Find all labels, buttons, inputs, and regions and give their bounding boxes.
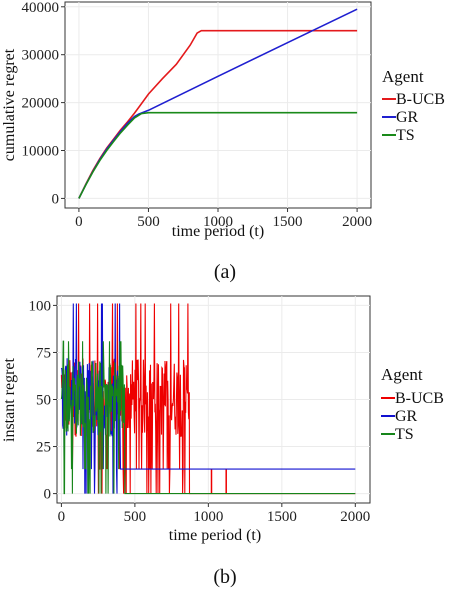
chart-b-y-tick-label: 25	[36, 440, 51, 456]
chart-b-x-tick-label: 2000	[340, 509, 370, 525]
chart-b-y-tick-label: 50	[36, 393, 51, 409]
chart-a-legend-label-b-ucb: B-UCB	[396, 91, 445, 108]
chart-b-caption: (b)	[213, 566, 236, 588]
chart-b-y-tick-label: 0	[44, 487, 52, 503]
chart-b-x-tick-label: 500	[124, 509, 147, 525]
chart-b-legend-label-b-ucb: B-UCB	[395, 390, 444, 407]
chart-b-series-line-ts	[60, 340, 356, 495]
chart-b-series-line-gr	[60, 303, 356, 494]
chart-a-legend-label-ts: TS	[396, 127, 415, 144]
chart-b-x-axis-label: time period (t)	[169, 527, 261, 544]
chart-a-y-tick-label: 30000	[22, 48, 60, 64]
chart-b-ticks: 0 500 1000 1500 2000 0 25 50 75 100	[29, 298, 371, 525]
chart-a-x-tick-label: 0	[75, 214, 83, 230]
chart-a-x-tick-label: 1500	[273, 214, 303, 230]
chart-a-x-tick-label: 500	[137, 214, 160, 230]
chart-a-x-tick-label: 1000	[203, 214, 233, 230]
chart-a-x-axis-label: time period (t)	[172, 223, 264, 240]
chart-a-y-tick-label: 10000	[22, 144, 60, 160]
chart-b-x-tick-label: 0	[58, 509, 66, 525]
chart-b-legend-label-gr: GR	[395, 408, 418, 425]
chart-b-legend-title: Agent	[381, 365, 423, 384]
chart-a-y-axis-label: cumulative regret	[1, 48, 18, 161]
chart-b: 0 500 1000 1500 2000 0 25 50 75 100 time period (…	[1, 295, 444, 588]
chart-b-grid	[57, 296, 370, 503]
chart-b-y-tick-label: 75	[36, 345, 51, 361]
chart-b-x-tick-label: 1500	[267, 509, 297, 525]
chart-a-legend-label-gr: GR	[396, 109, 419, 126]
chart-a-caption: (a)	[214, 261, 236, 283]
chart-a-x-tick-label: 2000	[342, 214, 372, 230]
chart-b-series	[60, 303, 356, 495]
chart-a-y-tick-label: 20000	[22, 96, 60, 112]
chart-b-legend-label-ts: TS	[395, 426, 414, 443]
chart-a-series	[78, 8, 358, 199]
chart-b-y-tick-label: 100	[29, 298, 52, 314]
chart-a-grid	[65, 2, 371, 208]
chart-a-legend-title: Agent	[382, 67, 424, 86]
chart-a-y-tick-label: 0	[52, 191, 60, 207]
chart-a-series-line-ts	[78, 111, 358, 199]
chart-b-x-tick-label: 1000	[193, 509, 223, 525]
chart-a-y-tick-label: 40000	[22, 0, 60, 16]
chart-b-y-axis-label: instant regret	[1, 357, 18, 442]
